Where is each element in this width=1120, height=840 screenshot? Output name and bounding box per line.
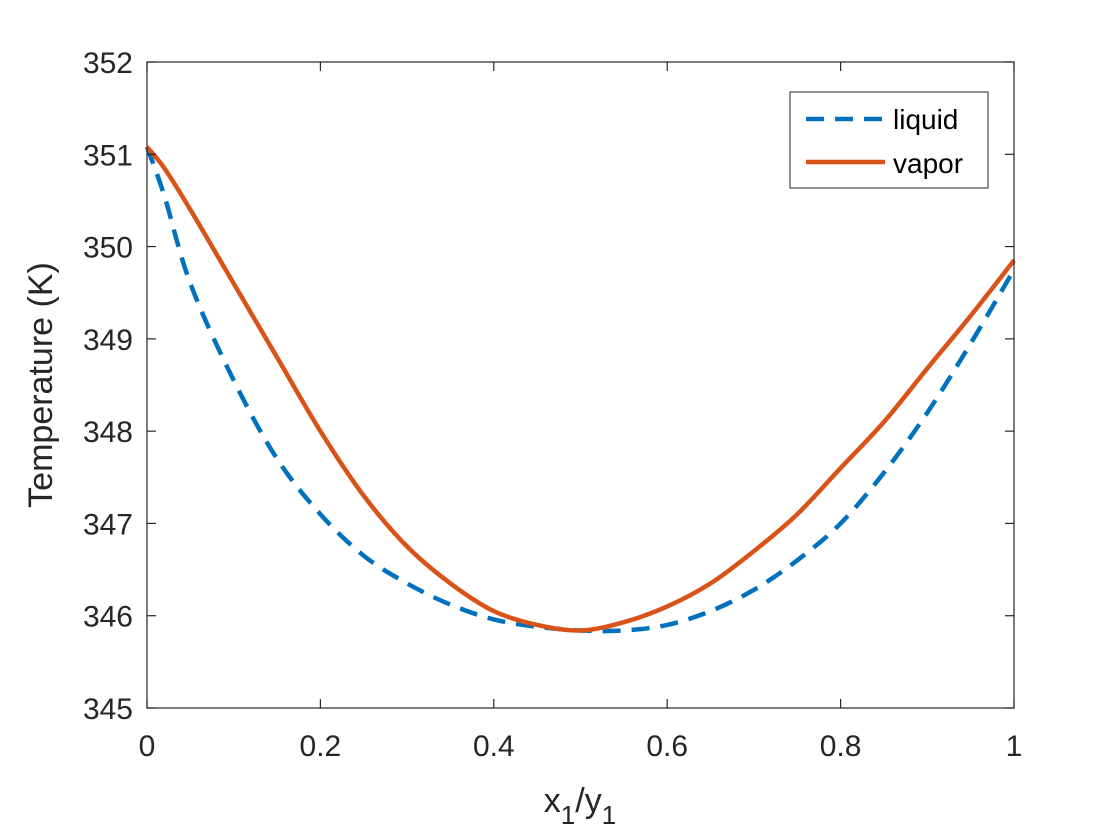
y-tick-label: 346 bbox=[83, 601, 133, 634]
y-tick-label: 352 bbox=[83, 47, 133, 80]
legend-liquid-label: liquid bbox=[893, 104, 958, 135]
y-axis-label: Temperature (K) bbox=[22, 262, 60, 508]
x-tick-label: 0.2 bbox=[300, 730, 342, 763]
legend-vapor-label: vapor bbox=[893, 148, 963, 179]
x-axis-label-x: x bbox=[544, 782, 561, 820]
x-axis-label: x1/y1 bbox=[544, 782, 616, 830]
legend: liquid vapor bbox=[789, 91, 989, 189]
y-tick-label: 350 bbox=[83, 232, 133, 265]
y-tick-label: 348 bbox=[83, 416, 133, 449]
legend-box bbox=[789, 91, 989, 189]
x-axis-label-y: y bbox=[585, 782, 602, 820]
y-tick-label: 351 bbox=[83, 139, 133, 172]
x-tick-label: 0 bbox=[139, 730, 156, 763]
y-tick-label: 345 bbox=[83, 693, 133, 726]
tick-layer: 0 0.2 0.4 0.6 0.8 1 345 346 347 348 349 350 351 352 bbox=[83, 47, 1022, 763]
x-axis-label-slash: / bbox=[575, 782, 585, 820]
x-tick-label: 0.6 bbox=[646, 730, 688, 763]
x-tick-label: 1 bbox=[1006, 730, 1023, 763]
series-layer bbox=[144, 145, 1016, 634]
x-tick-label: 0.8 bbox=[820, 730, 862, 763]
y-tick-label: 347 bbox=[83, 508, 133, 541]
x-tick-label: 0.4 bbox=[473, 730, 515, 763]
y-tick-label: 349 bbox=[83, 324, 133, 357]
series-line-liquid bbox=[144, 146, 1016, 634]
x-axis-label-sub1: 1 bbox=[561, 800, 575, 830]
series-line-vapor bbox=[145, 145, 1016, 633]
x-axis-label-sub2: 1 bbox=[602, 800, 616, 830]
plot-frame bbox=[146, 61, 1015, 709]
